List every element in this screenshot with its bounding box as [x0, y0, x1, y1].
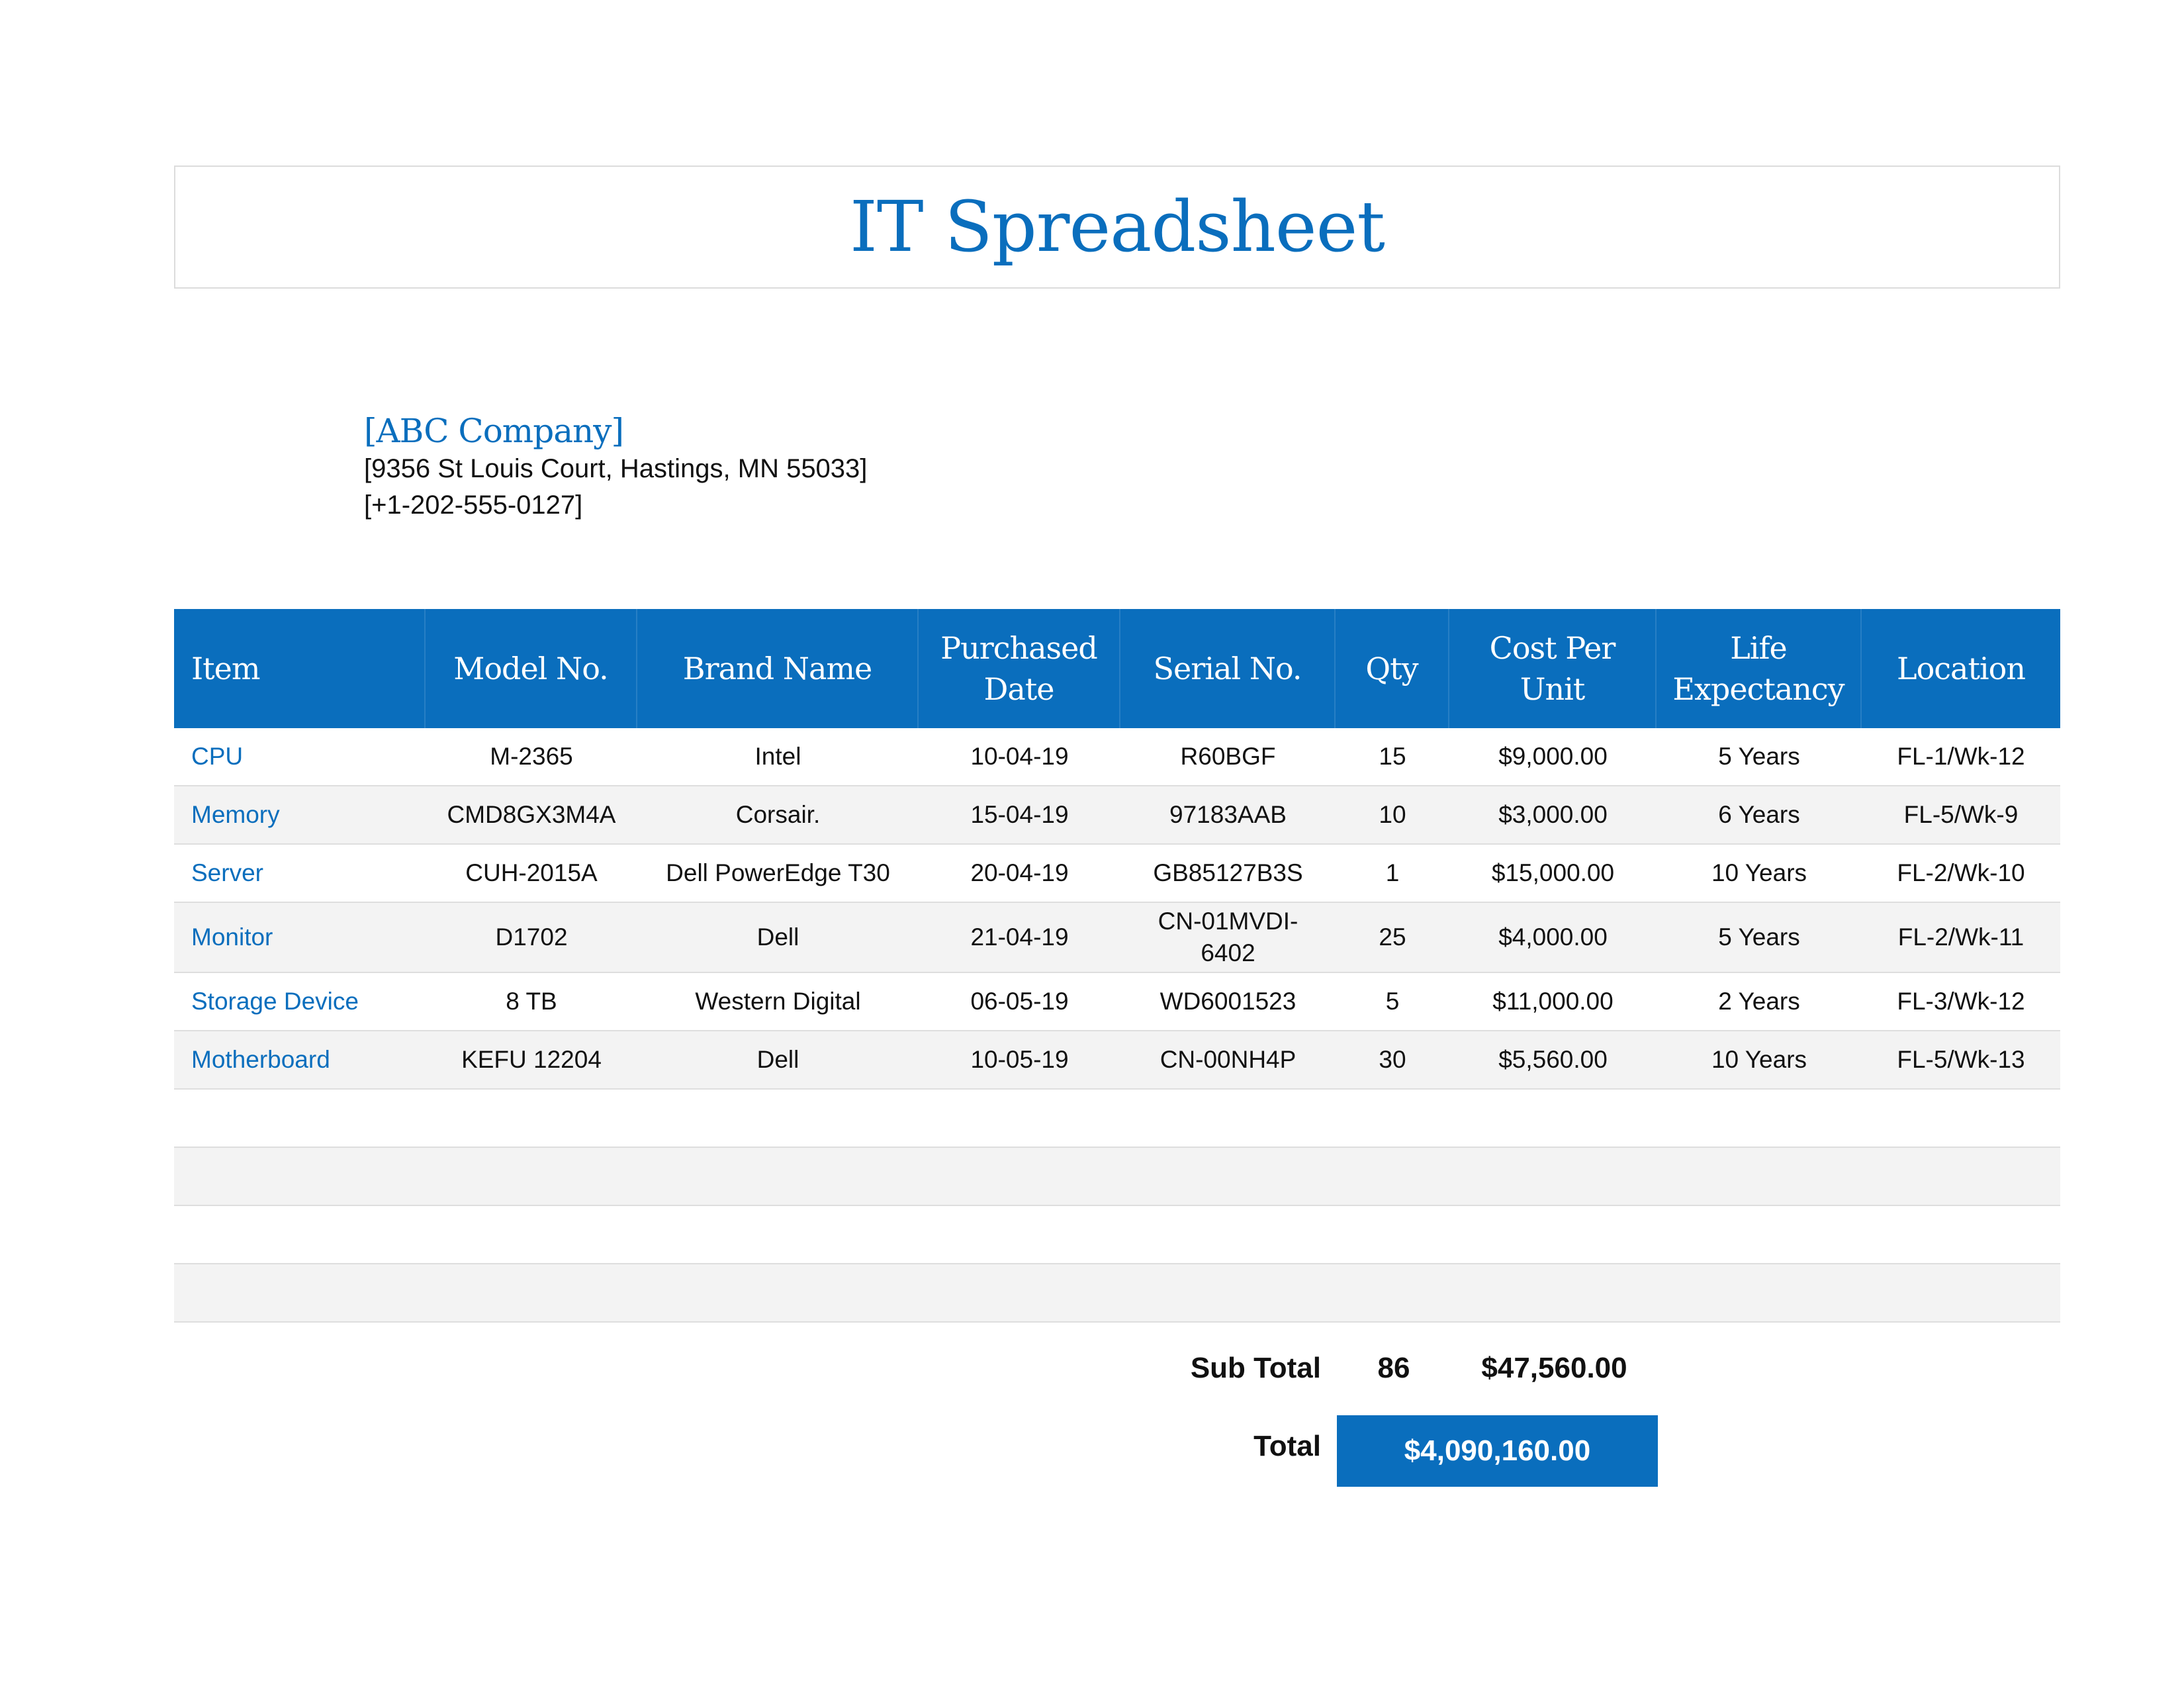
company-address: [9356 St Louis Court, Hastings, MN 55033…: [364, 453, 868, 483]
cell-location[interactable]: FL-1/Wk-12: [1897, 743, 2025, 770]
cell-item[interactable]: Motherboard: [191, 1046, 330, 1073]
total-label: Total: [1253, 1430, 1321, 1462]
cell-purchased-date[interactable]: 10-04-19: [970, 743, 1069, 770]
cell-qty[interactable]: 25: [1379, 923, 1406, 951]
table-row-empty[interactable]: [174, 1206, 2060, 1264]
cell-brand-name[interactable]: Dell: [756, 1046, 799, 1073]
cell-location[interactable]: FL-2/Wk-11: [1897, 923, 2025, 951]
header-location[interactable]: Location: [1897, 651, 2026, 686]
cell-serial-no[interactable]: CN-01MVDI- 6402: [1158, 908, 1298, 966]
it-inventory-table: Item Model No. Brand Name Purchased Date…: [174, 609, 2060, 1323]
cell-model-no[interactable]: CMD8GX3M4A: [447, 801, 616, 828]
title-box: IT Spreadsheet: [174, 165, 2060, 289]
cell-brand-name[interactable]: Intel: [754, 743, 801, 770]
cell-life-expectancy[interactable]: 5 Years: [1718, 923, 1800, 951]
table-row[interactable]: Monitor D1702 Dell 21-04-19 CN-01MVDI- 6…: [174, 903, 2060, 973]
cell-cost-per-unit[interactable]: $3,000.00: [1498, 801, 1608, 828]
cell-brand-name[interactable]: Dell: [756, 923, 799, 951]
header-serial-no[interactable]: Serial No.: [1120, 609, 1336, 728]
cell-item[interactable]: Memory: [191, 801, 280, 828]
cell-serial-no[interactable]: R60BGF: [1180, 743, 1276, 770]
cell-serial-no[interactable]: GB85127B3S: [1153, 859, 1303, 886]
cell-item[interactable]: CPU: [191, 743, 244, 770]
cell-purchased-date[interactable]: 21-04-19: [970, 923, 1069, 951]
cell-location[interactable]: FL-5/Wk-13: [1897, 1046, 2025, 1073]
cell-life-expectancy[interactable]: 10 Years: [1711, 1046, 1807, 1073]
table-row-empty[interactable]: [174, 1090, 2060, 1148]
cell-item[interactable]: Storage Device: [191, 988, 359, 1015]
table-row[interactable]: Server CUH-2015A Dell PowerEdge T30 20-0…: [174, 845, 2060, 903]
table-row[interactable]: CPU M-2365 Intel 10-04-19 R60BGF 15 $9,0…: [174, 728, 2060, 786]
cell-qty[interactable]: 30: [1379, 1046, 1406, 1073]
table-row[interactable]: Motherboard KEFU 12204 Dell 10-05-19 CN-…: [174, 1031, 2060, 1090]
cell-purchased-date[interactable]: 15-04-19: [970, 801, 1069, 828]
cell-item[interactable]: Monitor: [191, 923, 273, 951]
table-row[interactable]: Storage Device 8 TB Western Digital 06-0…: [174, 973, 2060, 1031]
page-title: IT Spreadsheet: [850, 186, 1385, 267]
header-life-expectancy[interactable]: Life Expectancy: [1657, 609, 1862, 728]
header-purchased-date[interactable]: Purchased Date: [919, 609, 1120, 728]
table-row[interactable]: Memory CMD8GX3M4A Corsair. 15-04-19 9718…: [174, 786, 2060, 845]
cell-qty[interactable]: 10: [1379, 801, 1406, 828]
header-qty[interactable]: Qty: [1336, 609, 1449, 728]
cell-model-no[interactable]: D1702: [495, 923, 568, 951]
cell-item[interactable]: Server: [191, 859, 263, 886]
header-model-no[interactable]: Model No.: [426, 609, 637, 728]
cell-cost-per-unit[interactable]: $4,000.00: [1498, 923, 1608, 951]
cell-purchased-date[interactable]: 20-04-19: [970, 859, 1069, 886]
company-phone: [+1-202-555-0127]: [364, 490, 583, 520]
cell-life-expectancy[interactable]: 10 Years: [1711, 859, 1807, 886]
cell-location[interactable]: FL-3/Wk-12: [1897, 988, 2025, 1015]
header-item[interactable]: Item: [174, 609, 426, 728]
header-cost-per-unit[interactable]: Cost Per Unit: [1449, 609, 1657, 728]
cell-cost-per-unit[interactable]: $11,000.00: [1492, 988, 1614, 1015]
company-name: [ABC Company]: [364, 412, 624, 450]
cell-purchased-date[interactable]: 06-05-19: [970, 988, 1069, 1015]
cell-life-expectancy[interactable]: 5 Years: [1718, 743, 1800, 770]
total-value: $4,090,160.00: [1337, 1415, 1658, 1487]
cell-model-no[interactable]: 8 TB: [506, 988, 557, 1015]
table-header: Item Model No. Brand Name Purchased Date…: [174, 609, 2060, 728]
cell-purchased-date[interactable]: 10-05-19: [970, 1046, 1069, 1073]
company-info: [ABC Company] [9356 St Louis Court, Hast…: [364, 412, 867, 524]
cell-serial-no[interactable]: WD6001523: [1160, 988, 1297, 1015]
cell-model-no[interactable]: KEFU 12204: [461, 1046, 602, 1073]
cell-qty[interactable]: 15: [1379, 743, 1406, 770]
cell-brand-name[interactable]: Western Digital: [695, 988, 861, 1015]
header-brand-name[interactable]: Brand Name: [637, 609, 919, 728]
cell-life-expectancy[interactable]: 6 Years: [1718, 801, 1800, 828]
table-row-empty[interactable]: [174, 1264, 2060, 1323]
cell-serial-no[interactable]: 97183AAB: [1169, 801, 1287, 828]
cell-life-expectancy[interactable]: 2 Years: [1718, 988, 1800, 1015]
subtotal-label: Sub Total: [1190, 1352, 1321, 1384]
cell-location[interactable]: FL-2/Wk-10: [1897, 859, 2025, 886]
subtotal-qty: 86: [1377, 1352, 1410, 1384]
table-row-empty[interactable]: [174, 1148, 2060, 1206]
cell-cost-per-unit[interactable]: $15,000.00: [1491, 859, 1615, 886]
cell-serial-no[interactable]: CN-00NH4P: [1160, 1046, 1297, 1073]
cell-model-no[interactable]: M-2365: [490, 743, 573, 770]
cell-cost-per-unit[interactable]: $9,000.00: [1498, 743, 1608, 770]
cell-cost-per-unit[interactable]: $5,560.00: [1498, 1046, 1608, 1073]
cell-brand-name[interactable]: Corsair.: [735, 801, 821, 828]
cell-brand-name[interactable]: Dell PowerEdge T30: [666, 859, 890, 886]
cell-qty[interactable]: 5: [1385, 988, 1400, 1015]
cell-location[interactable]: FL-5/Wk-9: [1903, 801, 2019, 828]
cell-qty[interactable]: 1: [1385, 859, 1400, 886]
subtotal-cost: $47,560.00: [1481, 1352, 1627, 1384]
cell-model-no[interactable]: CUH-2015A: [465, 859, 598, 886]
